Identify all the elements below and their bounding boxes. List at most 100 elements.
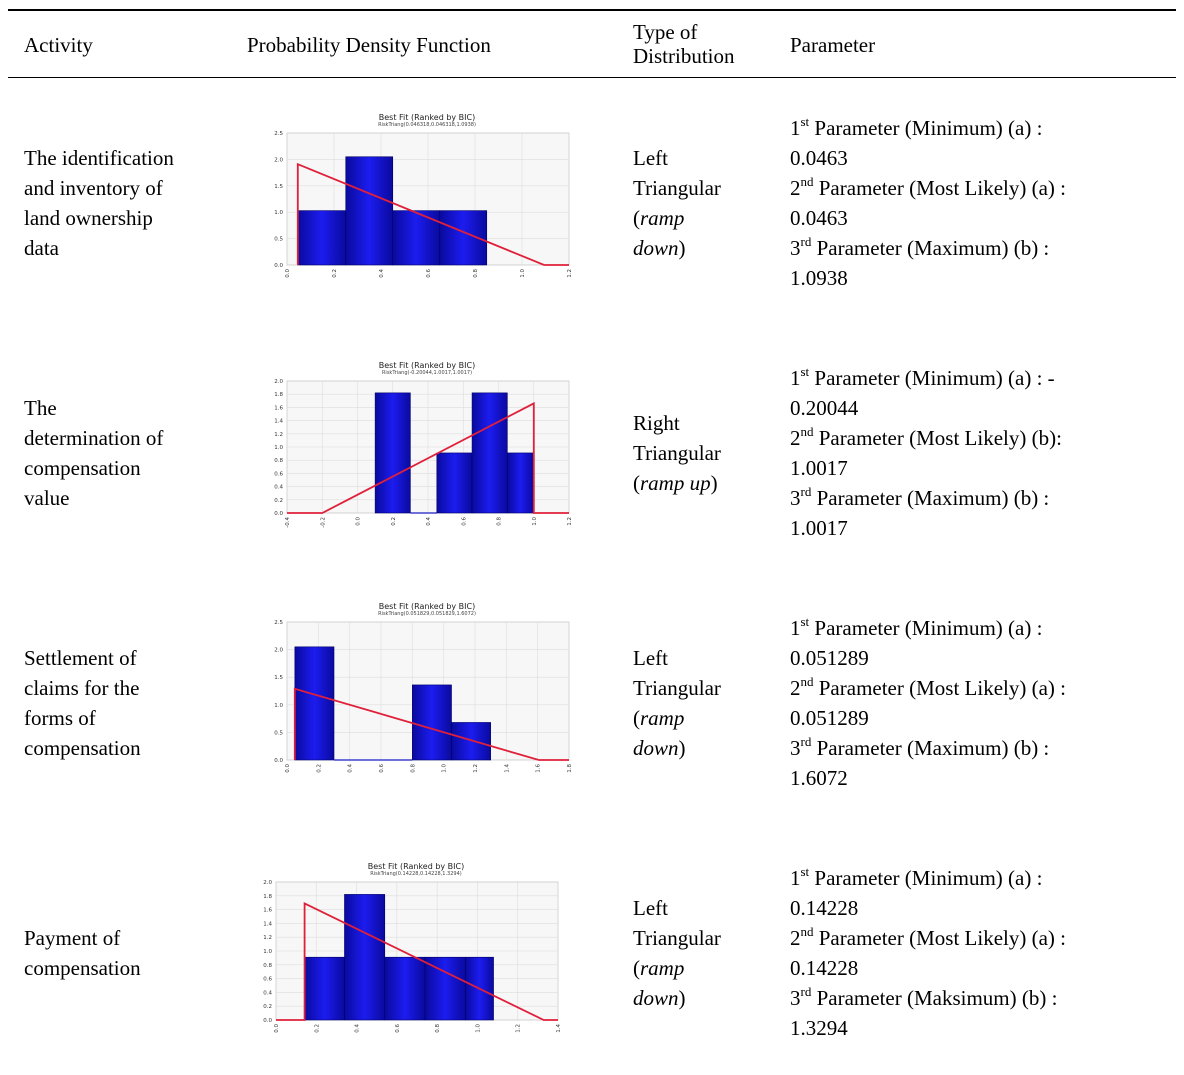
x-tick-label: 0.8 (435, 1024, 441, 1033)
histogram-bar (507, 452, 535, 514)
distribution-type-line: down) (633, 736, 686, 760)
y-tick-label: 1.4 (274, 419, 283, 425)
distribution-type-line: (ramp (633, 956, 685, 980)
activity-line: and inventory of (24, 176, 163, 200)
parameter-ordinal-suffix: nd (800, 424, 814, 439)
distribution-type-line: down) (633, 986, 686, 1010)
distribution-type-line: (ramp (633, 206, 685, 230)
header-type-line2: Distribution (633, 44, 735, 68)
parameter-ordinal: 1 (790, 366, 801, 390)
parameter-label: 2nd Parameter (Most Likely) (b): (790, 423, 1062, 453)
pdf-chart: Best Fit (Ranked by BIC) RiskTriang(-0.20… (263, 359, 575, 539)
x-tick-label: 1.4 (504, 764, 510, 773)
activity-line: determination of (24, 426, 164, 450)
parameter-value: 0.051289 (790, 646, 869, 670)
parameter-ordinal-suffix: st (800, 614, 810, 629)
parameter-label: 3rd Parameter (Maximum) (b) : (790, 483, 1062, 513)
histogram-bar (412, 684, 452, 761)
y-tick-label: 1.2 (263, 935, 272, 941)
fitted-pdf-line (293, 687, 569, 761)
header-type: Type of Distribution (633, 20, 735, 68)
pdf-chart-svg: Best Fit (Ranked by BIC)RiskTriang(0.142… (263, 862, 562, 1033)
pdf-chart-svg: Best Fit (Ranked by BIC)RiskTriang(0.051… (274, 602, 573, 773)
parameter-label: 3rd Parameter (Maximum) (b) : (790, 733, 1066, 763)
ramp-word: down (633, 736, 679, 760)
activity-line: The identification (24, 146, 174, 170)
x-tick-label: 1.0 (475, 1024, 481, 1033)
parameter-text: Parameter (Maximum) (b) : (811, 236, 1050, 260)
activity-cell: Settlement of claims for the forms of compe… (24, 643, 141, 763)
ramp-word: ramp (640, 706, 685, 730)
parameter-ordinal: 2 (790, 426, 801, 450)
fitted-pdf-line (296, 162, 569, 266)
histogram-bar (297, 210, 347, 266)
y-tick-label: 0.4 (274, 485, 283, 491)
x-tick-label: 0.4 (379, 269, 385, 278)
parameter-label: 3rd Parameter (Maksimum) (b) : (790, 983, 1066, 1013)
parameter-ordinal: 2 (790, 676, 801, 700)
y-tick-label: 2.0 (274, 648, 283, 654)
activity-line: value (24, 486, 70, 510)
y-tick-label: 2.0 (274, 157, 283, 163)
pdf-chart: Best Fit (Ranked by BIC) RiskTriang(0.046… (263, 111, 575, 291)
parameter-text: Parameter (Most Likely) (a) : (813, 176, 1066, 200)
parameter-label: 2nd Parameter (Most Likely) (a) : (790, 173, 1066, 203)
parameter-text: Parameter (Maximum) (b) : (811, 736, 1050, 760)
parameter-ordinal-suffix: rd (800, 234, 812, 249)
chart-title: Best Fit (Ranked by BIC) (379, 113, 475, 122)
header-parameter: Parameter (790, 33, 876, 57)
x-tick-label: 0.0 (285, 764, 291, 773)
distribution-type-line: Left (633, 646, 668, 670)
parameter-value: 0.0463 (790, 206, 848, 230)
parameter-cell: 1st Parameter (Minimum) (a) : 0.051289 2nd… (790, 613, 1066, 793)
distribution-type-line: (ramp up) (633, 471, 718, 495)
x-tick-label: 0.4 (348, 764, 354, 773)
parameter-value: 1.0017 (790, 456, 848, 480)
parameter-ordinal-suffix: nd (800, 174, 814, 189)
y-tick-label: 0.6 (263, 977, 272, 983)
parameter-ordinal-suffix: st (800, 114, 810, 129)
activity-line: Payment of (24, 926, 121, 950)
parameter-ordinal: 1 (790, 866, 801, 890)
parameter-text: Parameter (Minimum) (a) : (809, 616, 1043, 640)
distribution-type-cell: Left Triangular (ramp down) (633, 643, 721, 763)
parameter-ordinal: 3 (790, 986, 801, 1010)
x-tick-label: 1.2 (567, 269, 573, 278)
y-tick-label: 2.5 (274, 620, 283, 626)
y-tick-label: 1.0 (274, 703, 283, 709)
parameter-value: 0.0463 (790, 146, 848, 170)
parameter-ordinal: 3 (790, 236, 801, 260)
y-tick-label: 0.5 (274, 730, 283, 736)
histogram-bar (344, 894, 386, 1021)
distribution-type-line: (ramp (633, 706, 685, 730)
pdf-chart-svg: Best Fit (Ranked by BIC)RiskTriang(0.046… (274, 113, 573, 278)
x-tick-label: 0.8 (410, 764, 416, 773)
parameter-label: 2nd Parameter (Most Likely) (a) : (790, 923, 1066, 953)
y-tick-label: 2.5 (274, 131, 283, 137)
parameter-value: 1.0017 (790, 516, 848, 540)
activity-line: data (24, 236, 59, 260)
pdf-chart-svg: Best Fit (Ranked by BIC)RiskTriang(-0.20… (274, 361, 573, 528)
parameter-label: 3rd Parameter (Maximum) (b) : (790, 233, 1066, 263)
y-tick-label: 0.0 (274, 758, 283, 764)
y-tick-label: 1.6 (274, 405, 283, 411)
y-tick-label: 0.5 (274, 237, 283, 243)
chart-title: Best Fit (Ranked by BIC) (379, 361, 475, 370)
activity-cell: The identification and inventory of land o… (24, 143, 174, 263)
distribution-type-cell: Left Triangular (ramp down) (633, 893, 721, 1013)
x-tick-label: 0.6 (461, 517, 467, 526)
parameter-ordinal-suffix: nd (800, 674, 814, 689)
distribution-type-line: down) (633, 236, 686, 260)
x-tick-label: 0.4 (355, 1024, 361, 1033)
distribution-type-cell: Left Triangular (ramp down) (633, 143, 721, 263)
parameter-ordinal-suffix: rd (800, 734, 812, 749)
y-tick-label: 0.8 (274, 458, 283, 464)
ramp-word: ramp up (640, 471, 711, 495)
y-tick-label: 2.0 (274, 379, 283, 385)
x-tick-label: 1.6 (536, 764, 542, 773)
y-tick-label: 1.8 (263, 894, 272, 900)
histogram-bar (424, 956, 466, 1021)
parameter-label: 1st Parameter (Minimum) (a) : - (790, 363, 1062, 393)
histogram-bar (471, 392, 508, 514)
y-tick-label: 1.0 (274, 445, 283, 451)
